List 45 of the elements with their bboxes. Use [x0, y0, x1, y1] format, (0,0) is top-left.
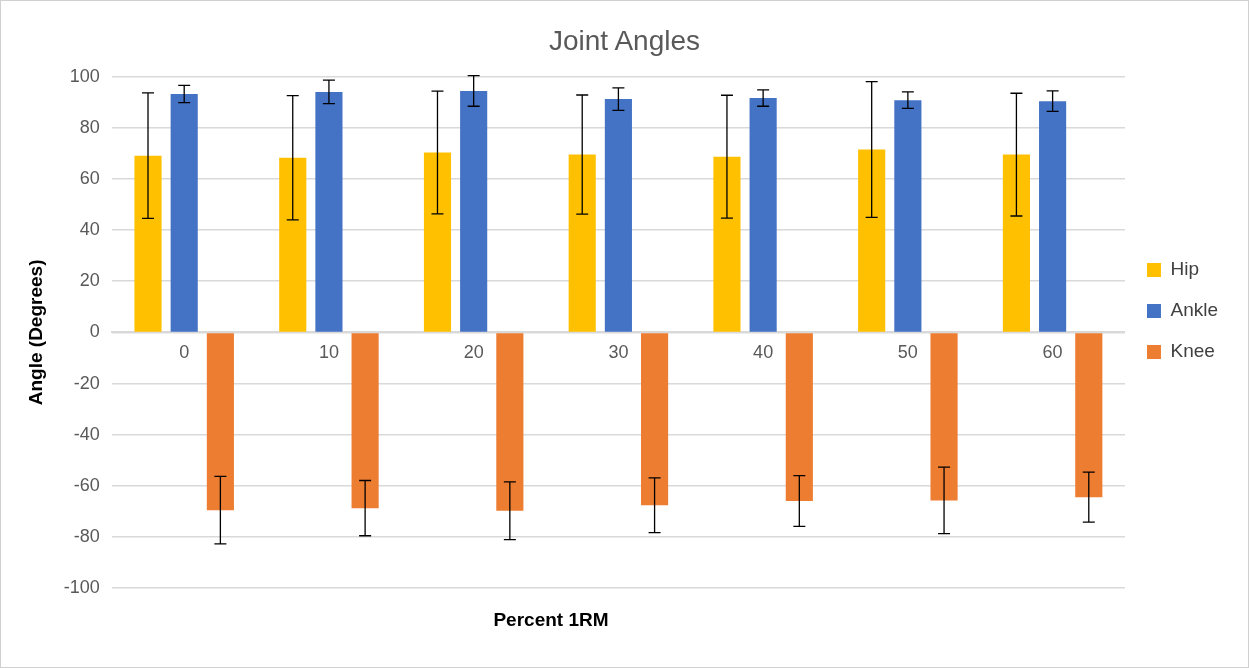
y-axis-title: Angle (Degrees): [24, 259, 46, 406]
y-tick-label: 20: [79, 270, 100, 291]
bar: [1075, 333, 1103, 498]
x-tick-label: 0: [179, 342, 190, 363]
y-tick-label: -100: [63, 577, 100, 598]
y-tick-label: -40: [73, 423, 100, 444]
bar: [930, 333, 958, 501]
x-tick-label: 30: [608, 342, 629, 363]
bar: [1039, 101, 1067, 332]
x-tick-label: 60: [1042, 342, 1063, 363]
bar: [206, 333, 234, 511]
bar: [496, 333, 524, 511]
bar: [351, 333, 379, 509]
bar: [749, 98, 777, 332]
x-axis-title: Percent 1RM: [492, 609, 610, 631]
y-tick-label: 40: [79, 219, 100, 240]
legend-label: Ankle: [1170, 299, 1218, 321]
bar: [423, 152, 452, 332]
y-tick-label: 0: [89, 321, 100, 342]
bar: [604, 99, 632, 332]
x-tick-label: 50: [897, 342, 918, 363]
x-tick-label: 10: [318, 342, 339, 363]
x-tick-label: 40: [753, 342, 774, 363]
x-tick-label: 20: [463, 342, 484, 363]
bar: [279, 157, 307, 332]
legend-label: Knee: [1170, 340, 1215, 362]
bar: [460, 90, 488, 332]
bar: [894, 100, 922, 332]
legend-label: Hip: [1170, 258, 1199, 280]
bar: [170, 93, 198, 332]
chart-title: Joint Angles: [549, 24, 700, 56]
y-tick-label: 100: [69, 65, 100, 86]
bar: [1002, 154, 1030, 332]
bar: [858, 149, 886, 332]
bar: [641, 333, 669, 506]
bar: [315, 91, 343, 332]
y-tick-label: -20: [73, 372, 100, 393]
bar: [713, 156, 741, 332]
bar: [785, 333, 813, 501]
bar: [134, 155, 162, 332]
y-tick-label: 60: [79, 167, 100, 188]
y-tick-label: -80: [73, 526, 100, 547]
y-tick-label: 80: [79, 116, 100, 137]
bar: [568, 154, 596, 332]
y-tick-label: -60: [73, 474, 100, 495]
